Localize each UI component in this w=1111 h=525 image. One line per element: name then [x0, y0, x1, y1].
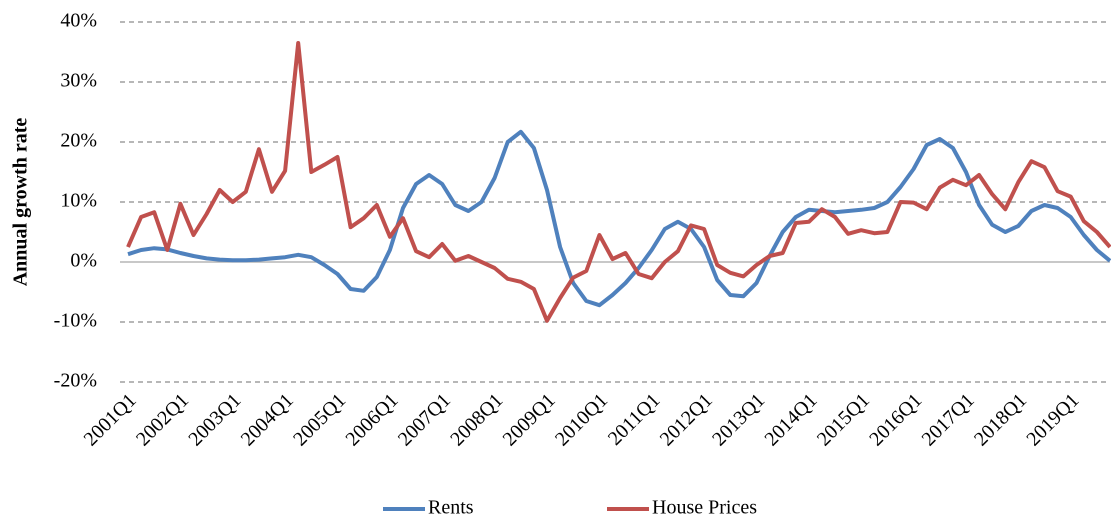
x-tick-label: 2003Q1 — [184, 389, 245, 450]
x-tick-label: 2019Q1 — [1022, 389, 1083, 450]
x-tick-label: 2006Q1 — [342, 389, 403, 450]
series-line — [126, 41, 1111, 323]
x-tick-label: 2012Q1 — [656, 389, 717, 450]
y-tick-label: 0% — [70, 250, 97, 272]
y-tick-label: 40% — [60, 10, 97, 32]
legend-label: Rents — [428, 497, 474, 519]
x-tick-label: 2009Q1 — [499, 389, 560, 450]
x-tick-label: 2011Q1 — [604, 389, 665, 450]
series-line — [127, 129, 1111, 308]
x-tick-label: 2002Q1 — [132, 389, 193, 450]
x-tick-label: 2008Q1 — [446, 389, 507, 450]
x-tick-label: 2018Q1 — [970, 389, 1031, 450]
x-tick-label: 2010Q1 — [551, 389, 612, 450]
x-tick-label: 2014Q1 — [761, 389, 822, 450]
x-tick-label: 2015Q1 — [813, 389, 874, 450]
y-tick-label: 10% — [60, 190, 97, 212]
x-tick-label: 2013Q1 — [708, 389, 769, 450]
legend-label: House Prices — [652, 497, 757, 519]
y-tick-label: -20% — [54, 370, 97, 392]
x-tick-label: 2004Q1 — [237, 389, 298, 450]
y-tick-label: 20% — [60, 130, 97, 152]
x-tick-label: 2017Q1 — [918, 389, 979, 450]
x-tick-label: 2007Q1 — [394, 389, 455, 450]
y-axis-label: Annual growth rate — [10, 118, 32, 287]
y-tick-label: 30% — [60, 70, 97, 92]
x-tick-label: 2005Q1 — [289, 389, 350, 450]
y-tick-label: -10% — [54, 310, 97, 332]
x-tick-label: 2016Q1 — [865, 389, 926, 450]
x-tick-label: 2001Q1 — [80, 389, 141, 450]
